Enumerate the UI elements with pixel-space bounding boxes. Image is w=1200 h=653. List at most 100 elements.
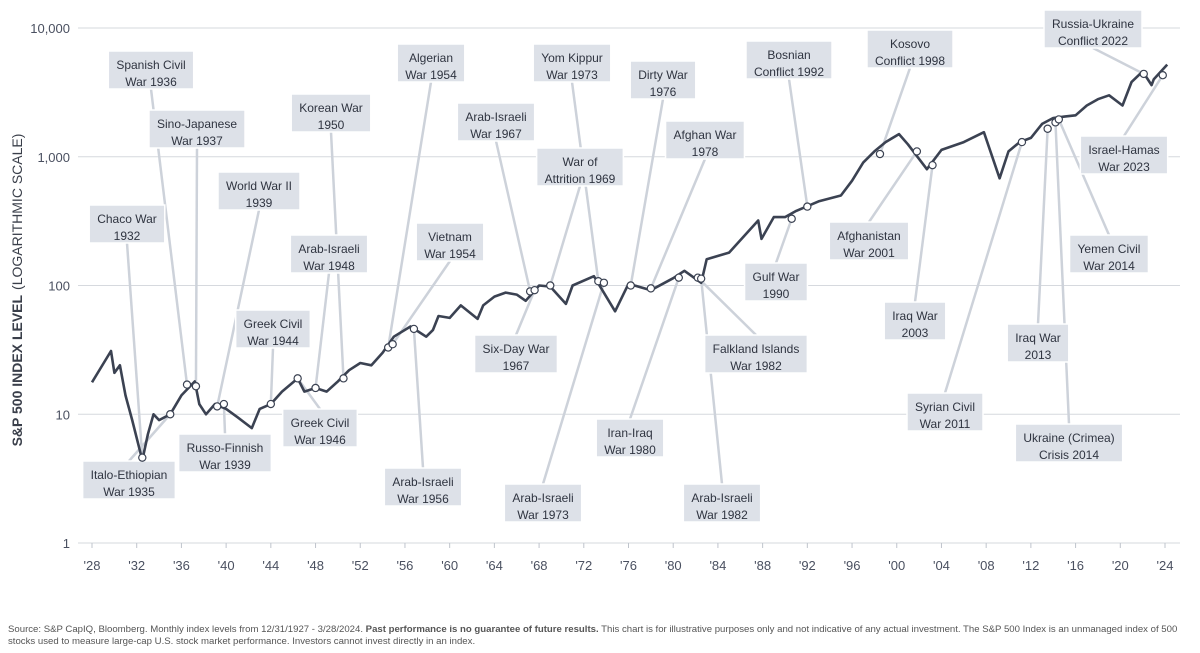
annotation-box <box>535 147 625 187</box>
y-axis-label: S&P 500 INDEX LEVEL (LOGARITHMIC SCALE) <box>9 134 25 447</box>
index-line <box>90 63 1169 462</box>
annotation: Arab-Israeli War 1982 <box>682 483 762 523</box>
annotation-label: 1932 <box>114 229 141 243</box>
footnote: Source: S&P CapIQ, Bloomberg. Monthly in… <box>8 624 1192 648</box>
annotation-label: World War II <box>226 179 292 193</box>
connector <box>1057 118 1111 236</box>
annotation-label: 1978 <box>692 145 719 159</box>
connector <box>774 218 793 264</box>
annotation-box <box>629 60 697 100</box>
annotation-label: 2003 <box>902 326 929 340</box>
annotation-label: 1950 <box>318 118 345 132</box>
annotation-label: Gulf War <box>753 270 800 284</box>
annotation-label: Russia-Ukraine <box>1052 17 1134 31</box>
annotation-label: Conflict 1998 <box>875 54 945 68</box>
connector <box>1092 46 1145 76</box>
event-marker <box>1139 69 1148 79</box>
annotation-box <box>866 29 954 69</box>
connector <box>215 209 261 407</box>
annotation-label: Ukraine (Crimea) <box>1023 431 1114 445</box>
x-tick-label: '16 <box>1067 558 1084 573</box>
x-tick-label: '92 <box>799 558 816 573</box>
annotation-label: Algerian <box>409 51 453 65</box>
event-marker <box>928 160 937 170</box>
annotation-label: War 1935 <box>103 485 155 499</box>
annotation-label: Attrition 1969 <box>545 172 616 186</box>
annotation-label: War 1967 <box>470 127 522 141</box>
annotation-label: Sino-Japanese <box>157 117 237 131</box>
annotation-label: War 1982 <box>730 359 782 373</box>
x-tick-label: '36 <box>173 558 190 573</box>
annotation: Sino-Japanese War 1937 <box>148 109 246 149</box>
event-marker <box>138 453 147 462</box>
annotation-label: Iran-Iraq <box>607 426 652 440</box>
annotation-box <box>177 433 273 473</box>
annotation-box <box>743 262 809 302</box>
annotation: Dirty War 1976 <box>629 60 697 100</box>
connector <box>628 277 680 420</box>
y-tick-label: 10 <box>56 407 70 422</box>
x-tick-label: '20 <box>1112 558 1129 573</box>
event-marker <box>674 273 683 282</box>
annotation-label: Yom Kippur <box>541 51 603 65</box>
annotation-box <box>396 43 466 83</box>
connector <box>514 289 536 336</box>
annotation: Afghan War 1978 <box>664 120 746 160</box>
annotation-label: War 1944 <box>247 334 299 348</box>
annotation-box <box>383 467 463 507</box>
annotation-label: Iraq War <box>1015 331 1061 345</box>
annotation: Bosnian Conflict 1992 <box>745 40 833 80</box>
event-marker <box>166 410 175 419</box>
annotation-label: Israel-Hamas <box>1088 143 1159 157</box>
annotation-label: War 2014 <box>1083 259 1135 273</box>
x-tick-label: '96 <box>844 558 861 573</box>
x-tick-label: '12 <box>1022 558 1039 573</box>
annotation-box <box>1014 423 1124 463</box>
x-tick-label: '52 <box>352 558 369 573</box>
annotation-label: 1939 <box>246 196 273 210</box>
x-tick-label: '44 <box>262 558 279 573</box>
connector <box>194 147 199 387</box>
annotation-box <box>473 334 559 374</box>
connector <box>128 413 172 462</box>
annotation-box <box>81 460 177 500</box>
annotation-label: War 1939 <box>199 458 251 472</box>
event-marker <box>191 382 201 391</box>
annotation: Arab-Israeli War 1967 <box>456 102 536 142</box>
x-tick-label: '08 <box>978 558 995 573</box>
annotation-box <box>281 408 359 448</box>
annotation-label: War 1982 <box>696 508 748 522</box>
annotation-label: Arab-Israeli <box>691 491 752 505</box>
footnote-source: Source: S&P CapIQ, Bloomberg. Monthly in… <box>8 624 363 635</box>
x-tick-label: '24 <box>1157 558 1174 573</box>
annotation-label: Greek Civil <box>291 416 350 430</box>
connector <box>412 328 425 469</box>
x-tick-label: '84 <box>709 558 726 573</box>
event-marker <box>875 149 885 159</box>
event-marker <box>696 274 706 283</box>
annotation: Israel-Hamas War 2023 <box>1079 135 1169 175</box>
event-marker <box>1017 137 1027 147</box>
chart: S&P 500 INDEX LEVEL (LOGARITHMIC SCALE) 1… <box>9 9 1180 573</box>
annotation-box <box>664 120 746 160</box>
annotation: Ukraine (Crimea) Crisis 2014 <box>1014 423 1124 463</box>
annotation: Russia-Ukraine Conflict 2022 <box>1043 9 1143 49</box>
connector <box>699 278 724 485</box>
y-tick-label: 100 <box>48 279 70 294</box>
annotation: Iraq War 2013 <box>1006 323 1070 363</box>
annotation-box <box>148 109 246 149</box>
annotation-label: Chaco War <box>97 212 157 226</box>
x-tick-label: '72 <box>575 558 592 573</box>
annotation-label: War 1980 <box>604 443 656 457</box>
event-marker <box>339 374 348 383</box>
annotation-label: War 1936 <box>125 75 177 89</box>
annotation-box <box>745 40 833 80</box>
annotation: Gulf War 1990 <box>743 262 809 302</box>
annotation-label: War 1954 <box>405 68 457 82</box>
connector <box>913 165 934 303</box>
y-axis-title: S&P 500 INDEX LEVEL <box>9 295 25 447</box>
annotation-label: War 2011 <box>920 417 971 431</box>
annotation-label: War 1956 <box>397 492 449 506</box>
connector <box>787 78 809 207</box>
